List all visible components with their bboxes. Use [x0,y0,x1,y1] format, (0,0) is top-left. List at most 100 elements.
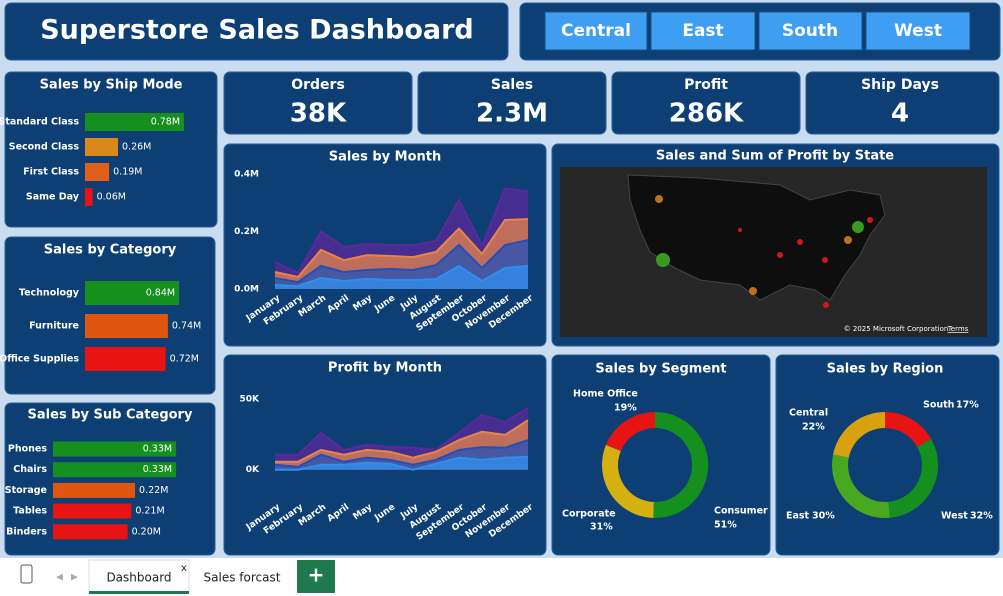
map-bubble [656,253,670,267]
category-label: Storage [5,485,47,496]
y-tick-label: 0.2M [234,227,259,237]
slicer-label[interactable]: East [682,21,723,41]
value-label: 0.84M [146,288,175,299]
slice-category: East [786,511,810,522]
bar [85,113,185,131]
area [275,266,528,289]
slice-category: Central [789,408,828,419]
slicer-button[interactable] [865,11,971,51]
line [275,455,529,471]
slicer-button[interactable] [544,11,648,51]
category-label: Chairs [13,464,47,475]
donut-slice [832,454,890,519]
slice-category: Consumer [714,506,768,517]
slicer-button[interactable] [758,11,863,51]
slice-value: 51% [714,520,737,531]
device-icon[interactable] [20,564,33,584]
map-bubble [822,257,828,263]
line [274,264,529,288]
kpi-label: Sales [491,77,533,93]
chart-title: Sales by Sub Category [28,408,193,423]
category-label: Same Day [26,192,80,203]
donut-slice [833,412,885,458]
kpi-card [805,71,1000,135]
value-label: 0.78M [151,117,180,128]
tab-label[interactable]: Sales forcast [204,571,281,585]
value-label: 0.26M [122,142,151,153]
bar [53,462,177,478]
slicer-label[interactable]: West [894,21,942,41]
kpi-value: 2.3M [476,99,548,129]
donut-slice [602,444,654,518]
kpi-label: Ship Days [861,77,939,93]
slicer-label[interactable]: South [782,21,838,41]
map[interactable] [560,167,987,337]
chart-title: Sales by Month [329,150,442,165]
kpi-value: 286K [669,99,744,129]
slice-value: 22% [802,422,825,433]
tab[interactable] [88,559,190,594]
map-attribution: © 2025 Microsoft Corporation [844,325,949,333]
tab-label[interactable]: Dashboard [106,571,171,585]
value-label: 0.20M [132,526,161,537]
y-tick-label: 0.4M [234,170,259,180]
value-label: 0.33M [143,464,172,475]
bar [85,314,168,338]
line [274,239,529,284]
map-bubble [738,228,742,232]
category-label: First Class [23,167,79,178]
value-label: 0.21M [135,506,164,517]
category-label: Second Class [9,142,80,153]
map-bubble [797,239,803,245]
kpi-value: 4 [891,99,909,129]
slice-value: 31% [590,522,613,533]
bar [85,281,180,305]
donut-slice [653,411,709,518]
nav-arrow[interactable]: ◀ [56,573,63,583]
chart-panel [775,354,1000,556]
y-tick-label: 0.0M [234,285,259,295]
bar [85,163,110,181]
tab-close[interactable]: x [181,563,187,574]
category-label: Furniture [29,321,79,332]
kpi-card [611,71,801,135]
donut-slice [605,412,655,451]
bar [53,441,177,457]
add-sheet-button[interactable] [297,560,335,593]
add-sheet-icon[interactable]: + [308,563,325,587]
slice-value: 30% [812,511,835,522]
chart-title: Sales and Sum of Profit by State [656,149,894,164]
chart-title: Sales by Region [827,362,944,377]
slicer-label[interactable]: Central [561,21,631,41]
map-bubble [655,195,663,203]
slice-category: South [923,400,955,411]
y-tick-label: 0K [246,465,260,475]
category-label: Binders [6,526,47,537]
map-bubble [867,217,873,223]
line [274,218,529,279]
title-panel [4,2,509,61]
map-bubble [823,302,829,308]
line [275,419,529,463]
chart-title: Sales by Ship Mode [40,78,183,93]
slicer-button[interactable] [650,11,756,51]
map-bubble [749,287,757,295]
chart-title: Sales by Category [44,243,177,258]
value-label: 0.19M [113,167,142,178]
category-label: Technology [19,288,80,299]
category-label: Tables [13,506,47,517]
tab-underline [89,591,189,594]
value-label: 0.22M [139,485,168,496]
chart-title: Profit by Month [328,361,442,376]
slice-value: 19% [614,403,637,414]
bar [53,482,136,498]
line [274,187,529,275]
bar [85,188,93,206]
map-terms[interactable]: Terms [947,325,969,333]
area [275,456,528,470]
value-label: 0.33M [143,444,172,455]
category-label: Standard Class [0,117,79,128]
nav-arrow[interactable]: ▶ [71,573,78,583]
bar [85,347,166,371]
